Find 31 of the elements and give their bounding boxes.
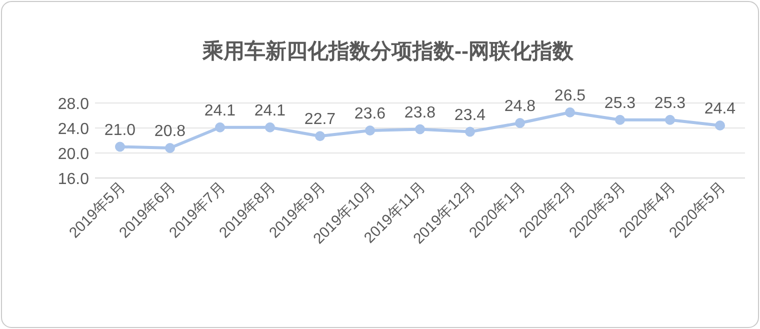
data-label: 26.5 xyxy=(554,87,586,104)
point xyxy=(165,143,175,153)
data-label: 24.4 xyxy=(704,100,736,118)
point xyxy=(665,114,675,125)
data-label: 25.3 xyxy=(654,94,686,112)
y-tick-label: 20.0 xyxy=(58,146,90,163)
data-label: 24.8 xyxy=(504,98,536,115)
point xyxy=(615,114,625,125)
point xyxy=(715,120,725,130)
y-tick-label: 16.0 xyxy=(58,171,90,188)
point xyxy=(515,118,525,128)
point xyxy=(265,122,275,132)
point xyxy=(465,126,475,137)
data-label: 23.4 xyxy=(454,106,486,124)
data-label: 22.7 xyxy=(304,111,336,128)
y-tick-label: 28.0 xyxy=(58,96,90,113)
data-label: 20.8 xyxy=(154,123,186,140)
y-tick-label: 24.0 xyxy=(58,121,90,138)
point xyxy=(565,107,575,118)
data-label: 21.0 xyxy=(104,122,136,139)
point xyxy=(115,142,125,152)
data-label: 25.3 xyxy=(604,94,636,112)
data-label: 24.1 xyxy=(254,102,286,120)
chart-title: 乘用车新四化指数分项指数--网联化指数 xyxy=(202,39,574,63)
point xyxy=(365,126,375,136)
data-label: 24.1 xyxy=(204,102,236,120)
point xyxy=(415,124,425,134)
data-label: 23.8 xyxy=(404,104,436,122)
data-label: 23.6 xyxy=(354,106,386,122)
point xyxy=(215,122,225,132)
point xyxy=(315,131,325,142)
